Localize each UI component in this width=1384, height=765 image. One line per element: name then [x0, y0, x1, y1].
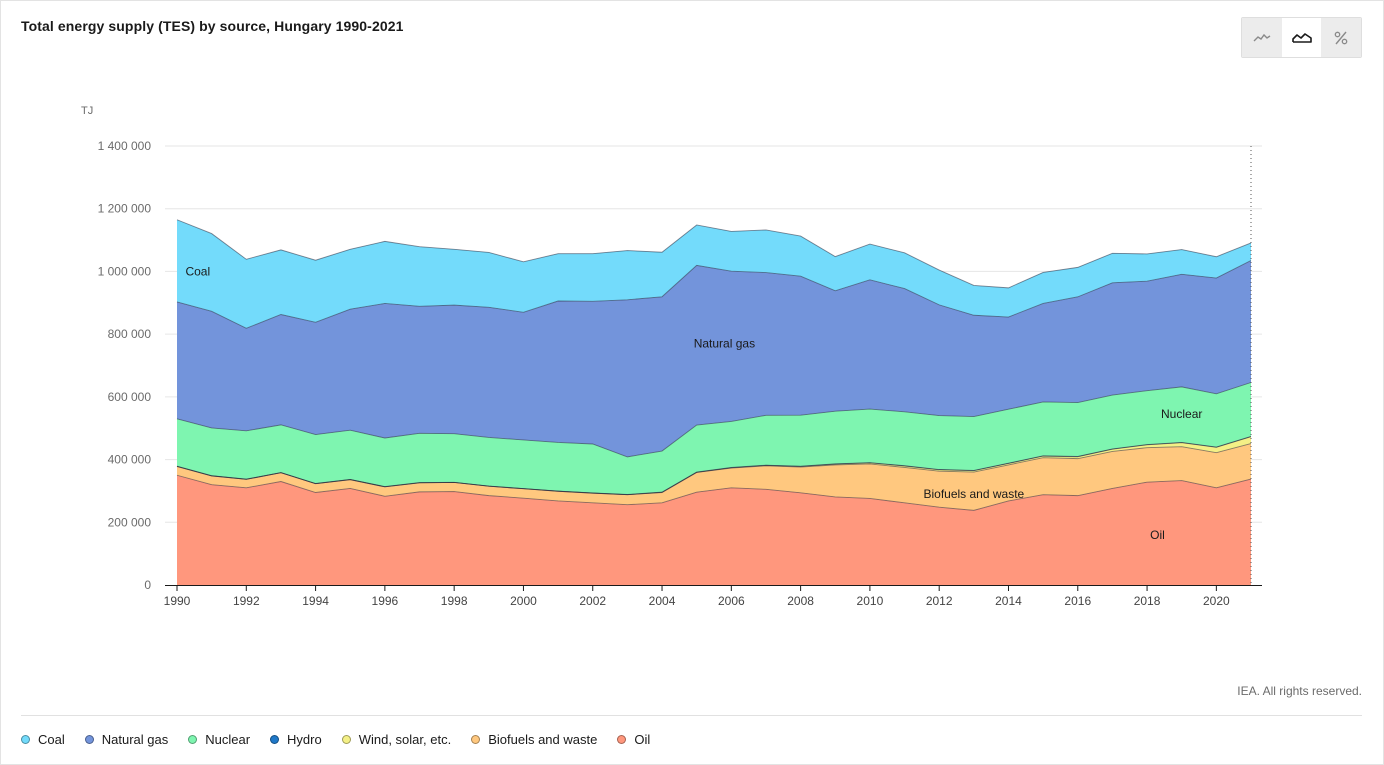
x-tick-label: 2004 — [649, 594, 676, 608]
x-tick-label: 2000 — [510, 594, 537, 608]
y-tick-label: 600 000 — [108, 390, 152, 404]
y-axis-unit-label: TJ — [81, 105, 93, 117]
area-label-nuclear: Nuclear — [1161, 407, 1202, 421]
view-toggle — [1241, 17, 1362, 58]
area-coal — [177, 219, 1251, 329]
stacked-area-chart: TJ 0 200 000 400 000 600 000 800 000 1 000 000… — [81, 105, 1262, 608]
legend-swatch — [341, 735, 351, 744]
legend-label: Wind, solar, etc. — [358, 732, 452, 747]
y-tick-label: 800 000 — [108, 327, 152, 341]
x-tick-label: 2006 — [718, 594, 745, 608]
legend-item-natural-gas[interactable]: Natural gas — [84, 732, 169, 747]
y-tick-label: 200 000 — [108, 515, 152, 529]
legend-item-wind-solar-etc[interactable]: Wind, solar, etc. — [341, 732, 452, 747]
y-tick-label: 1 000 000 — [98, 264, 152, 278]
x-tick-label: 2012 — [926, 594, 953, 608]
legend-label: Nuclear — [205, 732, 251, 747]
line-coal — [176, 219, 1252, 289]
area-view-button[interactable] — [1281, 18, 1322, 57]
line-hydro — [176, 435, 1252, 495]
x-tick-label: 2016 — [1064, 594, 1091, 608]
x-tick-label: 2010 — [857, 594, 884, 608]
x-tick-label: 1998 — [441, 594, 468, 608]
area-nuclear — [177, 382, 1251, 495]
x-tick-label: 2002 — [579, 594, 606, 608]
area-label-oil: Oil — [1150, 528, 1165, 542]
legend-swatch — [270, 735, 280, 744]
area-label-biofuels-and-waste: Biofuels and waste — [923, 487, 1024, 501]
legend-item-biofuels-and-waste[interactable]: Biofuels and waste — [471, 732, 597, 747]
legend-item-oil[interactable]: Oil — [617, 732, 650, 747]
x-tick-label: 2020 — [1203, 594, 1230, 608]
x-tick-label: 1994 — [302, 594, 329, 608]
legend-label: Oil — [634, 732, 651, 747]
legend-label: Coal — [38, 732, 65, 747]
area-series-group — [176, 219, 1252, 585]
area-view-icon — [1291, 32, 1312, 43]
y-tick-label: 0 — [144, 578, 151, 592]
line-oil — [176, 474, 1252, 511]
legend-item-hydro[interactable]: Hydro — [270, 732, 322, 747]
line-view-button[interactable] — [1242, 18, 1282, 57]
legend-item-coal[interactable]: Coal — [21, 732, 65, 747]
legend-label: Natural gas — [101, 732, 169, 747]
y-tick-label: 400 000 — [108, 453, 152, 467]
x-tick-label: 1992 — [233, 594, 260, 608]
line-nuclear — [176, 382, 1252, 458]
area-label-natural-gas: Natural gas — [694, 337, 755, 351]
line-view-icon — [1253, 33, 1271, 41]
legend-label: Biofuels and waste — [488, 732, 598, 747]
line-natural-gas — [176, 260, 1252, 329]
x-tick-label: 1996 — [372, 594, 399, 608]
legend-item-nuclear[interactable]: Nuclear — [188, 732, 250, 747]
area-label-coal: Coal — [185, 264, 210, 278]
area-natural-gas — [177, 260, 1251, 457]
legend-swatch — [188, 735, 198, 744]
percent-view-button[interactable] — [1321, 18, 1361, 57]
x-tick-label: 2014 — [995, 594, 1022, 608]
legend-divider — [21, 715, 1362, 716]
chart-title: Total energy supply (TES) by source, Hun… — [21, 18, 404, 34]
x-tick-label: 2018 — [1134, 594, 1161, 608]
y-tick-label: 1 400 000 — [98, 139, 152, 153]
copyright-notice: IEA. All rights reserved. — [1237, 684, 1362, 698]
area-oil — [177, 475, 1251, 585]
legend-swatch — [471, 735, 481, 744]
area-biofuels-and-waste — [177, 443, 1251, 511]
legend: Coal Natural gas Nuclear Hydro Wind, solar, … — [21, 732, 670, 747]
legend-label: Hydro — [287, 732, 322, 747]
y-tick-label: 1 200 000 — [98, 202, 152, 216]
x-tick-label: 2008 — [787, 594, 814, 608]
x-tick-label: 1990 — [164, 594, 191, 608]
percent-view-icon — [1334, 31, 1348, 44]
legend-swatch — [617, 735, 627, 744]
legend-swatch — [21, 735, 30, 744]
legend-swatch — [84, 735, 94, 744]
